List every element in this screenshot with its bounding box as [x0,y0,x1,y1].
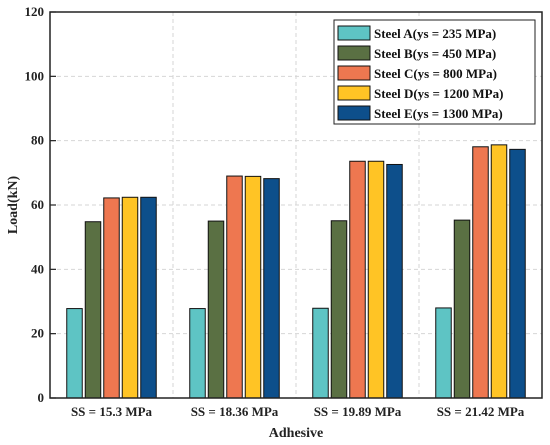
bar-1-4 [435,307,452,399]
y-axis-ticks: 0 20 40 60 80 100 120 [25,4,56,405]
legend-swatch-1 [337,25,371,41]
bar-3-1 [103,197,120,399]
bar-1-1 [66,308,83,399]
legend-swatch-4 [337,85,371,101]
legend-label-5: Steel E(ys = 1300 MPa) [374,106,503,121]
bars [66,144,526,399]
bar-2-2 [207,220,225,399]
y-axis-label: Load(kN) [6,175,21,234]
x-axis-ticks: SS = 15.3 MPa SS = 18.36 MPa SS = 19.89 MP… [71,404,525,419]
legend-label-4: Steel D(ys = 1200 MPa) [374,86,503,101]
bar-3-3 [349,160,366,399]
y-tick-label: 40 [31,261,44,276]
y-tick-label: 120 [25,4,45,19]
bar-1-3 [312,307,329,399]
legend-swatch-5 [337,105,371,121]
legend-label-1: Steel A(ys = 235 MPa) [374,26,496,41]
legend-swatch-3 [337,65,371,81]
bar-2-1 [84,221,102,399]
bar-2-4 [453,219,471,399]
x-axis-label: Adhesive [269,426,323,441]
bar-5-3 [386,163,403,399]
y-tick-label: 60 [31,197,44,212]
legend-label-2: Steel B(ys = 450 MPa) [374,46,496,61]
legend: Steel A(ys = 235 MPa) Steel B(ys = 450 MP… [333,19,536,125]
legend-label-3: Steel C(ys = 800 MPa) [374,66,497,81]
bar-3-4 [472,146,489,399]
bar-5-1 [140,196,157,399]
bar-4-4 [490,144,508,399]
bar-4-1 [121,196,139,399]
bar-1-2 [189,308,206,399]
bar-4-3 [367,160,385,399]
legend-swatch-2 [337,45,371,61]
y-tick-label: 100 [25,68,45,83]
y-tick-label: 80 [31,133,44,148]
y-tick-label: 0 [38,390,45,405]
bar-5-2 [263,178,280,399]
x-tick-label: SS = 19.89 MPa [314,404,402,419]
x-tick-label: SS = 18.36 MPa [191,404,279,419]
x-tick-label: SS = 21.42 MPa [437,404,525,419]
x-tick-label: SS = 15.3 MPa [71,404,153,419]
bar-3-2 [226,175,243,399]
bar-2-3 [330,220,348,399]
bar-5-4 [509,148,526,399]
bar-4-2 [244,175,262,399]
y-tick-label: 20 [31,326,44,341]
